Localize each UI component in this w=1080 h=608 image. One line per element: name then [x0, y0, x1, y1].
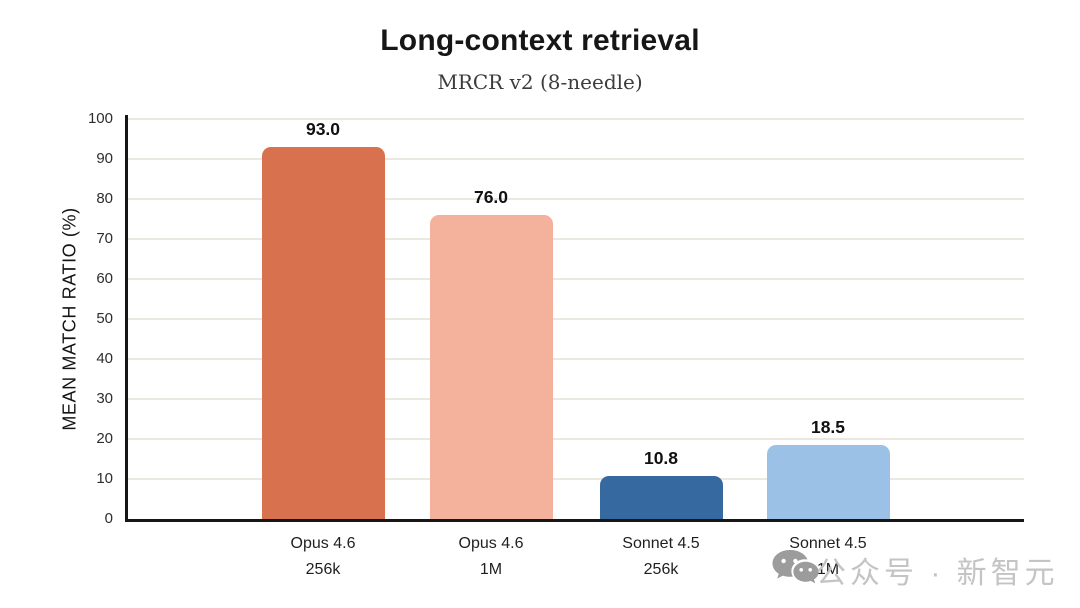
watermark: 公众号 · 新智元 — [770, 548, 1059, 592]
y-axis-line — [125, 115, 128, 522]
x-axis-line — [125, 519, 1024, 522]
gridline — [127, 278, 1024, 280]
watermark-text: 公众号 · 新智元 — [816, 557, 1059, 590]
x-category-line1: Opus 4.6 — [290, 535, 356, 552]
gridline — [127, 478, 1024, 480]
x-category-line1: Sonnet 4.5 — [789, 535, 867, 552]
gridline — [127, 118, 1024, 120]
y-tick-label: 0 — [104, 510, 113, 527]
x-category-line2: 256k — [643, 561, 679, 578]
gridline — [127, 318, 1024, 320]
gridline — [127, 198, 1024, 200]
bar — [766, 445, 890, 519]
y-tick-label: 30 — [96, 390, 113, 407]
gridline — [127, 438, 1024, 440]
x-category-label: Opus 4.6 256k — [238, 531, 408, 583]
y-tick-label: 70 — [96, 230, 113, 247]
bar-value-label: 76.0 — [473, 187, 509, 207]
y-tick-label: 100 — [87, 110, 113, 127]
x-category-label: Sonnet 4.5 256k — [576, 531, 746, 583]
x-category-label: Sonnet 4.5 1M — [743, 531, 913, 583]
gridline — [127, 358, 1024, 360]
bar-value-label: 18.5 — [810, 417, 846, 437]
x-category-line1: Opus 4.6 — [458, 535, 524, 552]
y-tick-label: 20 — [96, 430, 113, 447]
page-title: Long-context retrieval — [380, 24, 700, 57]
gridline — [127, 238, 1024, 240]
gridline — [127, 158, 1024, 160]
x-category-label: Opus 4.6 1M — [406, 531, 576, 583]
chart-subtitle: MRCR v2 (8-needle) — [437, 70, 643, 94]
bar-value-label: 10.8 — [643, 447, 679, 468]
y-tick-label: 40 — [96, 350, 113, 367]
y-tick-label: 50 — [96, 310, 113, 327]
x-category-line2: 256k — [305, 561, 341, 578]
bar-value-label: 93.0 — [305, 119, 341, 139]
bar — [599, 475, 723, 519]
y-tick-label: 90 — [96, 150, 113, 167]
bar — [261, 147, 385, 519]
wechat-icon — [772, 550, 819, 584]
x-category-line1: Sonnet 4.5 — [622, 535, 700, 552]
x-category-line2: 1M — [479, 561, 503, 578]
bar — [429, 215, 553, 519]
y-tick-label: 80 — [96, 190, 113, 207]
gridline — [127, 398, 1024, 400]
y-tick-label: 10 — [96, 470, 113, 487]
x-category-line2: 1M — [816, 561, 840, 578]
y-tick-label: 60 — [96, 270, 113, 287]
